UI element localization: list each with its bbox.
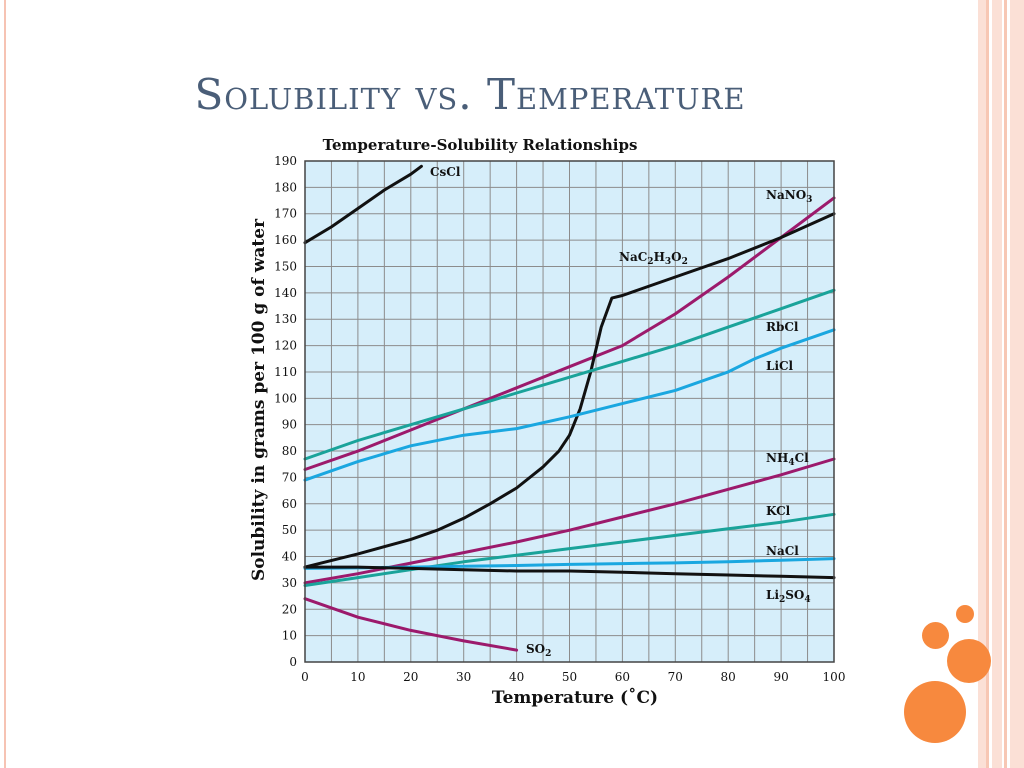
series-label-part: Cl [795, 451, 810, 465]
y-tick-labels: 0 10 20 30 40 50 60 70 80 90 100 110 120 130 140 150 160… [274, 154, 297, 669]
x-tick-label: 80 [721, 670, 736, 684]
y-tick-label: 50 [282, 523, 297, 537]
x-tick-label: 90 [773, 670, 788, 684]
series-label-part: KCl [766, 504, 791, 518]
series-label-part: SO [785, 588, 804, 602]
slide-right-stripe-1 [978, 0, 986, 768]
x-tick-label: 60 [615, 670, 630, 684]
series-label-part: NaCl [766, 544, 799, 558]
y-tick-label: 180 [274, 180, 297, 194]
series-label-part: NaNO [766, 188, 806, 202]
x-tick-label: 0 [301, 670, 309, 684]
series-line-li2so4 [303, 565, 836, 580]
series-label-part: 2 [682, 257, 688, 267]
x-tick-label: 70 [668, 670, 683, 684]
series-label-part: NH [766, 451, 788, 465]
x-tick-labels: 0 10 20 30 40 50 60 70 80 90 100 [301, 670, 845, 684]
y-tick-label: 190 [274, 154, 297, 168]
series-label-cscl: CsCl [430, 165, 461, 179]
series-label-part: 3 [665, 257, 671, 267]
plot-frame [304, 160, 835, 663]
series-label-part: 3 [806, 195, 812, 205]
series-label-part: Li [766, 588, 779, 602]
series-label-nh4cl: NH4Cl [766, 451, 809, 468]
x-tick-label: 100 [823, 670, 846, 684]
slide-right-stripe-4 [1004, 0, 1007, 768]
slide-right-stripe-3 [992, 0, 1002, 768]
y-tick-label: 60 [282, 497, 297, 511]
series-lines [303, 164, 836, 652]
y-tick-label: 130 [274, 312, 297, 326]
y-tick-label: 160 [274, 233, 297, 247]
series-label-part: RbCl [766, 320, 799, 334]
decorative-circle-medium [922, 622, 949, 649]
decorative-circle-small [956, 605, 974, 623]
x-tick-label: 20 [403, 670, 418, 684]
decorative-circle-large [947, 639, 991, 683]
series-label-part: 2 [647, 257, 653, 267]
grid-lines [305, 161, 834, 662]
series-label-licl: LiCl [766, 359, 794, 373]
y-tick-label: 40 [282, 550, 297, 564]
series-label-nac2h3o2: NaC2H3O2 [619, 250, 688, 267]
series-line-cscl [303, 164, 423, 245]
x-axis-label: Temperature (˚C) [492, 687, 658, 708]
y-tick-label: 10 [282, 629, 297, 643]
series-label-part: NaC [619, 250, 647, 264]
series-label-part: SO [526, 642, 545, 656]
series-line-so2 [303, 597, 519, 652]
decorative-circle-xlarge [904, 681, 966, 743]
y-tick-label: 110 [274, 365, 297, 379]
y-tick-label: 100 [274, 391, 297, 405]
series-line-rbcl [303, 288, 836, 461]
series-labels: CsClNaNO3NaC2H3O2RbClLiClNH4ClKClNaClLi2… [430, 165, 812, 659]
series-label-so2: SO2 [526, 642, 551, 659]
series-line-licl [303, 328, 836, 482]
series-label-part: H [654, 250, 665, 264]
y-tick-label: 80 [282, 444, 297, 458]
series-label-nano3: NaNO3 [766, 188, 812, 205]
series-line-nano3 [303, 196, 836, 471]
series-label-part: 4 [804, 595, 810, 605]
series-label-part: LiCl [766, 359, 794, 373]
series-label-kcl: KCl [766, 504, 791, 518]
x-tick-label: 30 [456, 670, 471, 684]
x-tick-label: 10 [350, 670, 365, 684]
y-tick-label: 20 [282, 602, 297, 616]
series-label-nacl: NaCl [766, 544, 799, 558]
y-tick-label: 0 [289, 655, 297, 669]
slide-right-stripe-2 [986, 0, 989, 768]
y-tick-label: 120 [274, 339, 297, 353]
series-label-rbcl: RbCl [766, 320, 799, 334]
y-tick-label: 70 [282, 470, 297, 484]
series-label-part: 4 [788, 458, 794, 468]
y-tick-label: 170 [274, 207, 297, 221]
series-label-part: 2 [779, 595, 785, 605]
slide-left-border [4, 0, 6, 768]
y-tick-label: 90 [282, 418, 297, 432]
chart-title: Temperature-Solubility Relationships [323, 136, 638, 154]
y-axis-label: Solubility in grams per 100 g of water [249, 218, 269, 581]
y-tick-label: 150 [274, 259, 297, 273]
slide-title: Solubility vs. Temperature [194, 70, 746, 119]
slide-right-stripe-5 [1010, 0, 1024, 768]
y-tick-label: 140 [274, 286, 297, 300]
series-line-kcl [303, 512, 836, 587]
series-line-nac2h3o2 [303, 212, 836, 569]
x-tick-label: 40 [509, 670, 524, 684]
y-tick-label: 30 [282, 576, 297, 590]
series-label-li2so4: Li2SO4 [766, 588, 811, 605]
series-label-part: 2 [545, 649, 551, 659]
series-label-part: CsCl [430, 165, 461, 179]
x-tick-label: 50 [562, 670, 577, 684]
series-label-part: O [671, 250, 681, 264]
